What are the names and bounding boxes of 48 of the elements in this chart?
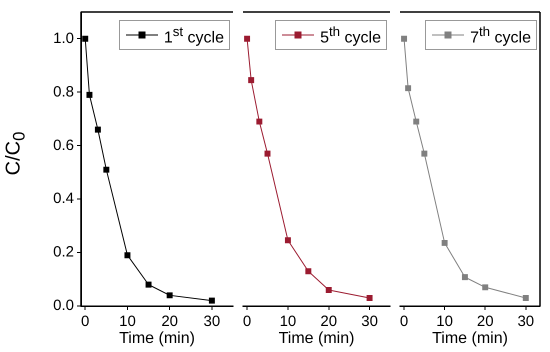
x-tick-label: 10 (280, 313, 296, 330)
x-axis-title: Time (min) (119, 330, 195, 347)
point (244, 36, 250, 42)
x-tick-label: 0 (400, 313, 408, 330)
y-tick-label: 0.4 (53, 190, 74, 208)
point (305, 268, 312, 274)
point (86, 92, 92, 98)
y-tick-label: 0.0 (53, 297, 74, 314)
y-tick-label: 0.2 (53, 244, 74, 261)
x-tick-label: 0 (242, 313, 252, 330)
point (248, 77, 254, 84)
point (482, 284, 488, 290)
y-tick-label: 0.6 (53, 136, 74, 154)
point (124, 252, 130, 258)
x-tick-label: 20 (476, 313, 494, 330)
x-axis-title: Time (min) (278, 330, 354, 347)
point (103, 166, 110, 173)
x-tick-label: 20 (161, 313, 178, 330)
point (366, 295, 373, 301)
x-tick-label: 10 (436, 313, 453, 330)
point (284, 237, 291, 244)
point (146, 282, 152, 288)
legend-label: 5$^{th}$ cycle (320, 23, 381, 48)
x-tick-label: 30 (361, 313, 378, 330)
point (264, 150, 270, 157)
point (401, 36, 408, 42)
point (82, 36, 88, 42)
point (421, 150, 428, 157)
y-tick-label: 0.8 (53, 83, 74, 100)
point (166, 292, 173, 298)
x-tick-label: 20 (320, 313, 338, 330)
x-tick-label: 0 (81, 313, 90, 330)
point (522, 295, 529, 301)
point (405, 85, 412, 92)
legend-label: 1$^{st}$ cycle (164, 23, 224, 48)
point (94, 126, 101, 133)
point (462, 274, 468, 280)
point (326, 286, 332, 293)
y-tick-label: 1.0 (53, 30, 74, 47)
x-tick-label: 30 (517, 313, 534, 330)
x-axis-title: Time (min) (432, 330, 508, 347)
point (442, 240, 448, 246)
x-tick-label: 30 (204, 313, 220, 330)
point (208, 298, 215, 304)
legend-label: 7$^{th}$ cycle (470, 23, 531, 48)
point (256, 118, 262, 125)
point (413, 118, 420, 125)
x-tick-label: 10 (119, 313, 136, 330)
